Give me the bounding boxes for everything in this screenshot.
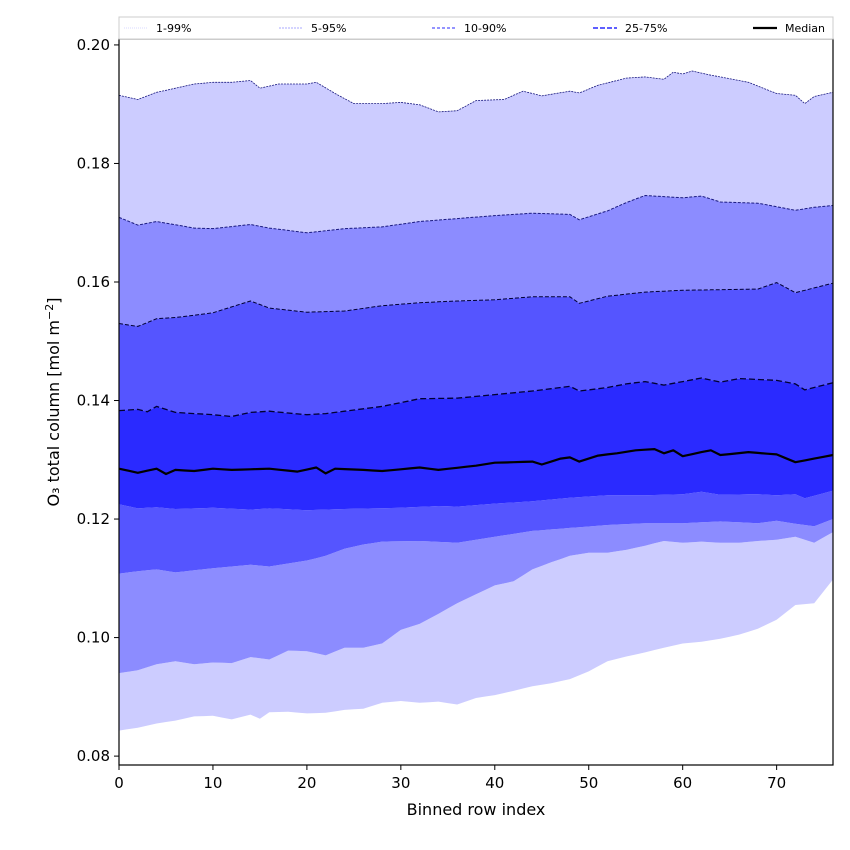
x-tick-label: 20	[297, 774, 316, 792]
legend-label: 5-95%	[311, 22, 346, 35]
y-tick-label: 0.10	[77, 629, 110, 647]
legend-item: Median	[753, 22, 825, 35]
y-tick-label: 0.18	[77, 154, 110, 172]
legend-label: Median	[785, 22, 825, 35]
bands	[119, 71, 833, 731]
y-tick-label: 0.16	[77, 273, 110, 291]
legend: 1-99% 5-95% 10-90% 25-75% Median	[118, 16, 834, 40]
legend-label: 10-90%	[464, 22, 506, 35]
x-tick-label: 60	[673, 774, 692, 792]
band-1-99-lower	[119, 532, 833, 731]
y-axis-label: O₃ total column [mol m−2]	[43, 298, 63, 507]
line-p99	[118, 70, 834, 113]
legend-item: 25-75%	[593, 22, 667, 35]
x-tick-label: 50	[579, 774, 598, 792]
y-axis-label-superscript: −2	[43, 304, 56, 320]
x-axis-label: Binned row index	[407, 800, 546, 819]
band-5-95-lower	[119, 519, 833, 674]
y-axis-ticks: 0.08 0.10 0.12 0.14 0.16 0.18 0.20	[77, 36, 119, 765]
y-tick-label: 0.20	[77, 36, 110, 54]
legend-item: 1-99%	[124, 22, 191, 35]
y-axis-label-end: ]	[44, 298, 63, 304]
line-p95	[118, 195, 834, 234]
x-tick-label: 10	[203, 774, 222, 792]
y-axis-label-main: O₃ total column [mol m	[44, 320, 63, 506]
line-p75	[118, 377, 834, 418]
line-median	[118, 448, 834, 476]
x-axis-ticks: 0 10 20 30 40 50 60 70	[114, 765, 786, 792]
band-1-99-upper	[119, 71, 833, 233]
legend-item: 5-95%	[279, 22, 346, 35]
percentile-lines	[118, 70, 834, 476]
band-5-95-upper	[119, 195, 833, 327]
x-tick-label: 0	[114, 774, 124, 792]
y-tick-label: 0.12	[77, 510, 110, 528]
band-10-90-lower	[119, 490, 833, 574]
x-tick-label: 30	[391, 774, 410, 792]
legend-box	[118, 16, 834, 40]
band-25-75	[119, 378, 833, 511]
y-tick-label: 0.08	[77, 747, 110, 765]
x-tick-label: 70	[767, 774, 786, 792]
legend-item: 10-90%	[432, 22, 506, 35]
line-p90	[118, 282, 834, 327]
legend-label: 1-99%	[156, 22, 191, 35]
y-tick-label: 0.14	[77, 392, 110, 410]
x-tick-label: 40	[485, 774, 504, 792]
legend-label: 25-75%	[625, 22, 667, 35]
